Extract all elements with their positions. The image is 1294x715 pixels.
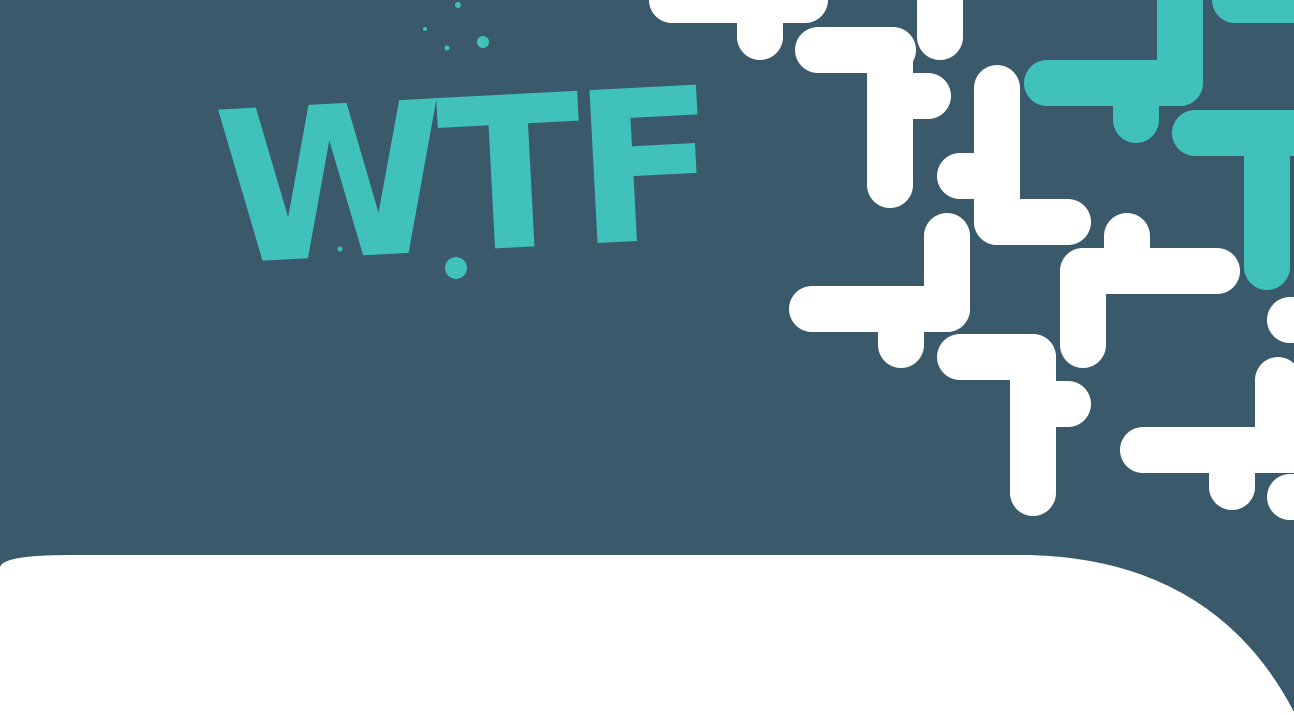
- white-pattern: [649, 0, 1294, 520]
- teal-pattern: [1024, 0, 1294, 290]
- logo[interactable]: WTF: [210, 42, 716, 313]
- splatter: [337, 2, 489, 279]
- content-panel: [0, 555, 1294, 715]
